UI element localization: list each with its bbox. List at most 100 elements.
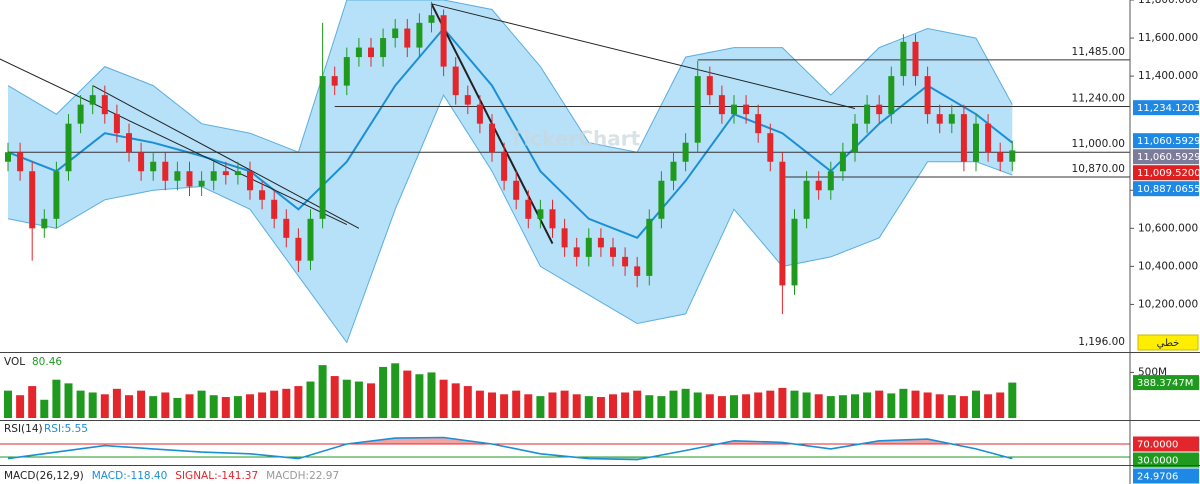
- level-label: 11,240.00: [1072, 93, 1125, 105]
- candle-body: [718, 95, 725, 115]
- candle-body: [234, 171, 241, 176]
- value-tag-label: 11,060.5929: [1137, 152, 1200, 163]
- volume-bar: [984, 394, 993, 418]
- trend-line: [92, 85, 360, 229]
- volume-bar: [766, 390, 775, 418]
- level-label: 10,870.00: [1072, 163, 1125, 175]
- candle-body: [464, 95, 471, 105]
- candle-body: [5, 152, 11, 162]
- candle-body: [900, 41, 907, 77]
- candle-body: [936, 114, 943, 124]
- value-tag: [1133, 149, 1199, 165]
- y-tick-label: 11,400.000: [1138, 70, 1198, 82]
- indicator-readout: MACD:-118.40: [92, 470, 168, 482]
- panel-title: RSI(14): [4, 423, 43, 435]
- volume-bar: [161, 392, 170, 418]
- candle-body: [610, 247, 616, 257]
- volume-bar: [705, 394, 714, 418]
- candle-body: [210, 171, 217, 181]
- candle-body: [864, 104, 871, 124]
- volume-bar: [354, 381, 363, 418]
- volume-bar: [28, 386, 37, 418]
- candle-body: [573, 247, 580, 257]
- candle-body: [428, 15, 435, 23]
- volume-bar: [923, 392, 932, 418]
- candle-body: [706, 76, 713, 96]
- candle-body: [912, 41, 919, 77]
- candle-body: [355, 47, 362, 58]
- candle-body: [634, 266, 641, 276]
- volume-bar: [270, 390, 279, 418]
- candle-body: [973, 123, 979, 162]
- volume-bar: [742, 394, 751, 418]
- candle-body: [876, 104, 883, 115]
- candle-body: [743, 104, 750, 115]
- candle-body: [682, 142, 689, 162]
- axis-note: 1,196.00: [1078, 336, 1125, 348]
- candle-body: [343, 57, 350, 86]
- candle-body: [452, 66, 459, 96]
- volume-bar: [246, 394, 254, 418]
- volume-bar: [947, 395, 956, 418]
- candle-body: [888, 76, 895, 115]
- candle-body: [295, 237, 302, 261]
- candle-body: [17, 152, 24, 172]
- volume-bar: [221, 397, 230, 418]
- volume-bar: [730, 395, 738, 418]
- volume-bar: [16, 395, 25, 418]
- candle-body: [827, 171, 834, 191]
- volume-bar: [572, 394, 581, 418]
- volume-bar: [40, 399, 49, 418]
- candle-body: [331, 76, 338, 86]
- volume-bar: [185, 394, 194, 418]
- value-tag-label: 30.0000: [1137, 456, 1178, 467]
- volume-bar: [427, 372, 436, 418]
- volume-bar: [959, 396, 968, 418]
- chart-style-button-label[interactable]: خطي: [1157, 338, 1180, 349]
- candle-body: [597, 237, 604, 248]
- volume-bar: [367, 383, 375, 418]
- candle-body: [53, 171, 60, 219]
- volume-bar: [475, 390, 484, 418]
- volume-bar: [935, 394, 944, 418]
- volume-bar: [282, 388, 291, 418]
- volume-bar: [1008, 382, 1017, 418]
- candle-body: [924, 76, 931, 115]
- candle-body: [404, 28, 411, 48]
- candle-body: [138, 152, 145, 172]
- value-tag-label: 24.9706: [1137, 472, 1178, 483]
- volume-bar: [52, 379, 61, 418]
- value-tag: [1133, 165, 1199, 181]
- volume-bar: [4, 390, 12, 418]
- value-tag: [1133, 452, 1199, 468]
- volume-bar: [657, 396, 666, 418]
- candle-body: [537, 209, 544, 219]
- volume-bar: [258, 392, 267, 418]
- candle-body: [247, 171, 253, 191]
- candle-body: [670, 161, 677, 181]
- candle-body: [65, 123, 72, 172]
- volume-bar: [330, 376, 339, 418]
- volume-bar: [391, 363, 400, 418]
- volume-bar: [633, 390, 642, 418]
- candle-body: [1009, 150, 1016, 162]
- candle-body: [392, 28, 399, 39]
- volume-bar: [609, 394, 617, 418]
- volume-bar: [972, 390, 980, 418]
- candle-body: [755, 114, 762, 134]
- value-tag-label: 11,060.5929: [1137, 136, 1200, 147]
- candle-body: [525, 199, 532, 219]
- candle-body: [646, 218, 653, 276]
- volume-bar: [318, 365, 327, 418]
- volume-bar: [64, 383, 73, 418]
- level-label: 11,485.00: [1072, 46, 1125, 58]
- candle-body: [852, 123, 858, 153]
- chart-style-button[interactable]: [1137, 334, 1199, 351]
- indicator-readout: SIGNAL:-141.37: [175, 470, 258, 482]
- volume-bar: [754, 392, 763, 418]
- volume-bar: [717, 396, 726, 418]
- candle-body: [803, 180, 810, 219]
- candle-body: [222, 171, 229, 176]
- candle-body: [259, 190, 266, 200]
